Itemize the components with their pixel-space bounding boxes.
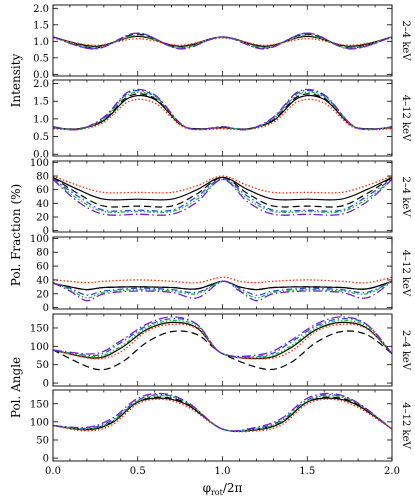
y-tick-label: 0.5 bbox=[33, 53, 49, 64]
y-tick-label: 0 bbox=[43, 454, 49, 465]
panel-3: 0 20 40 60 80 100 4–12 keV bbox=[30, 234, 411, 314]
series-line-1 bbox=[53, 280, 392, 291]
panel-5: 0 50 100 150 4–12 keV bbox=[30, 389, 411, 465]
series-line-0 bbox=[53, 397, 392, 433]
x-axis-label-tail: /2π bbox=[223, 481, 243, 495]
series-line-2 bbox=[53, 37, 392, 46]
series-line-5 bbox=[53, 316, 392, 358]
series-line-5 bbox=[53, 392, 392, 432]
y-tick-label: 60 bbox=[36, 262, 49, 273]
panels-layer: 0.0 0.5 1.0 1.5 2.0 2–4 keV 0.0 0.5 1.0 1.5 2.0 4–1… bbox=[30, 4, 411, 477]
x-tick-label: 0.5 bbox=[130, 466, 146, 477]
series-line-1 bbox=[53, 330, 392, 371]
y-tick-label: 50 bbox=[36, 360, 49, 371]
series-line-2 bbox=[53, 276, 392, 284]
y-tick-label: 60 bbox=[36, 185, 49, 196]
panel-frame bbox=[52, 236, 393, 310]
panel-4: 0 50 100 150 2–4 keV bbox=[30, 313, 411, 390]
series-line-0 bbox=[53, 176, 392, 201]
y-tick-label: 150 bbox=[30, 323, 49, 334]
y-tick-label: 100 bbox=[30, 234, 49, 245]
y-tick-label: 2.0 bbox=[33, 79, 49, 90]
series-line-4 bbox=[53, 178, 392, 214]
series-line-4 bbox=[53, 319, 392, 359]
y-tick-label: 40 bbox=[36, 199, 49, 210]
y-tick-label: 0.0 bbox=[33, 150, 49, 161]
x-axis-label: φrot/2π bbox=[203, 481, 243, 497]
y-tick-label: 0 bbox=[43, 379, 49, 390]
y-tick-label: 80 bbox=[36, 248, 49, 259]
series-line-3 bbox=[53, 280, 392, 296]
y-tick-label: 40 bbox=[36, 275, 49, 286]
energy-band-label: 2–4 keV bbox=[400, 330, 411, 371]
series-line-5 bbox=[53, 32, 392, 50]
series-line-2 bbox=[53, 398, 392, 433]
x-axis-label-main: φ bbox=[203, 481, 211, 495]
series-line-2 bbox=[53, 175, 392, 194]
y-tick-label: 0 bbox=[43, 303, 49, 314]
panel-1: 0.0 0.5 1.0 1.5 2.0 4–12 keV bbox=[33, 79, 411, 161]
series-line-5 bbox=[53, 280, 392, 302]
series-line-4 bbox=[53, 280, 392, 299]
series-line-5 bbox=[53, 88, 392, 131]
y-tick-label: 50 bbox=[36, 435, 49, 446]
y-tick-label: 20 bbox=[36, 212, 49, 223]
series-line-5 bbox=[53, 178, 392, 216]
series-line-0 bbox=[53, 94, 392, 130]
y-tick-label: 0.5 bbox=[33, 132, 49, 143]
y-tick-label: 1.0 bbox=[33, 37, 49, 48]
series-group bbox=[53, 276, 392, 302]
series-group bbox=[53, 175, 392, 216]
y-tick-label: 20 bbox=[36, 289, 49, 300]
series-line-3 bbox=[53, 89, 392, 131]
y-tick-label: 1.5 bbox=[33, 97, 49, 108]
series-line-2 bbox=[53, 323, 392, 360]
series-group bbox=[53, 88, 392, 131]
intensity-axis-label: Intensity bbox=[9, 53, 23, 107]
series-line-1 bbox=[53, 93, 392, 130]
panel-frame bbox=[52, 4, 393, 77]
y-tick-label: 100 bbox=[30, 342, 49, 353]
series-line-1 bbox=[53, 176, 392, 208]
series-line-0 bbox=[53, 280, 392, 291]
energy-band-label: 4–12 keV bbox=[400, 402, 411, 449]
panel-0: 0.0 0.5 1.0 1.5 2.0 2–4 keV bbox=[33, 4, 411, 81]
series-group bbox=[53, 32, 392, 50]
energy-band-label: 2–4 keV bbox=[400, 176, 411, 217]
energy-band-label: 2–4 keV bbox=[400, 20, 411, 61]
x-tick-label: 1.0 bbox=[215, 466, 231, 477]
group-labels-layer: Intensity Pol. Fraction (%) Pol. Angle bbox=[9, 53, 23, 418]
y-tick-label: 150 bbox=[30, 399, 49, 410]
y-tick-label: 0 bbox=[43, 226, 49, 237]
x-tick-label: 2.0 bbox=[384, 466, 400, 477]
series-line-3 bbox=[53, 178, 392, 212]
y-tick-label: 100 bbox=[30, 417, 49, 428]
energy-band-label: 4–12 keV bbox=[400, 95, 411, 142]
x-tick-label: 1.5 bbox=[299, 466, 315, 477]
y-tick-label: 100 bbox=[30, 158, 49, 169]
series-group bbox=[53, 316, 392, 371]
energy-band-label: 4–12 keV bbox=[400, 250, 411, 297]
series-line-1 bbox=[53, 33, 392, 49]
y-tick-label: 1.5 bbox=[33, 20, 49, 31]
x-tick-label: 0.0 bbox=[45, 466, 61, 477]
series-group bbox=[53, 392, 392, 433]
panel-frame bbox=[52, 160, 393, 233]
x-axis-label-sub: rot bbox=[211, 488, 224, 497]
y-tick-label: 0.0 bbox=[33, 70, 49, 81]
panel-2: 0 20 40 60 80 100 2–4 keV bbox=[30, 158, 411, 237]
panel-frame bbox=[52, 313, 393, 387]
y-tick-label: 80 bbox=[36, 172, 49, 183]
y-tick-label: 2.0 bbox=[33, 4, 49, 15]
y-tick-label: 1.0 bbox=[33, 114, 49, 125]
series-line-4 bbox=[53, 91, 392, 131]
pol-fraction-axis-label: Pol. Fraction (%) bbox=[9, 184, 23, 286]
pol-angle-axis-label: Pol. Angle bbox=[9, 357, 23, 418]
